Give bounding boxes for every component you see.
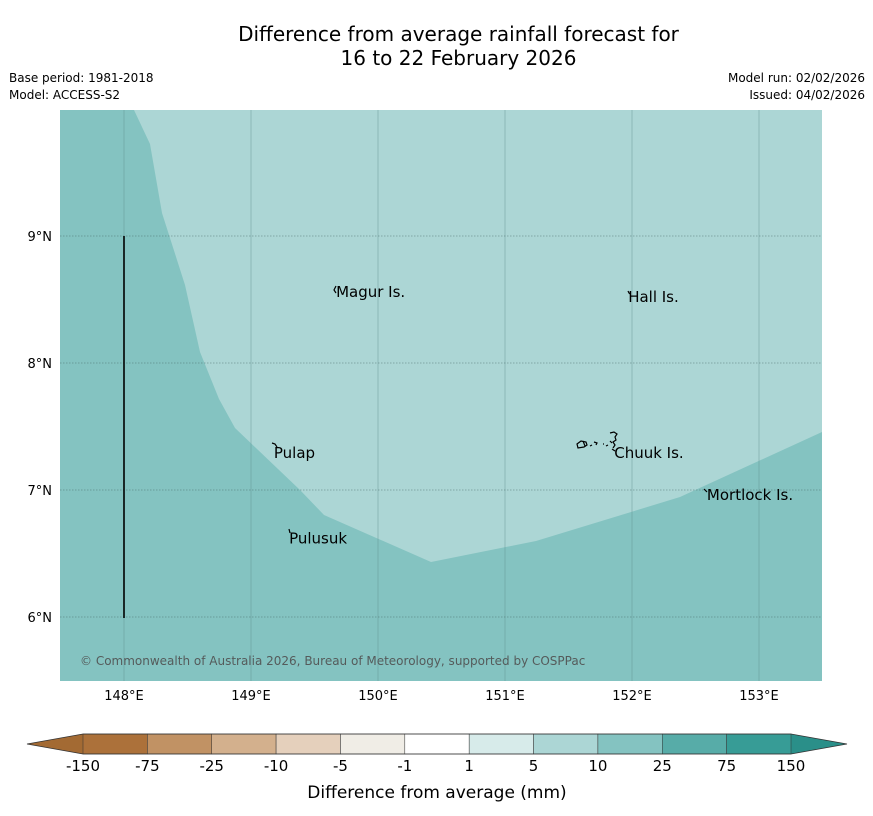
magur-island-mark bbox=[333, 285, 337, 294]
colorbar-tick-label: -75 bbox=[135, 757, 160, 775]
colorbar-title: Difference from average (mm) bbox=[307, 783, 566, 803]
colorbar-under-arrow bbox=[27, 734, 83, 754]
meta-left: Base period: 1981-2018 Model: ACCESS-S2 bbox=[9, 70, 154, 104]
latitude-tick-label: 9°N bbox=[28, 230, 53, 245]
place-labels: Magur Is. Hall Is. Pulap Chuuk Is. Mortlock … bbox=[274, 283, 793, 547]
forecast-zone-mid bbox=[134, 110, 822, 562]
longitude-tick-label: 152°E bbox=[612, 689, 652, 704]
colorbar-segment bbox=[340, 733, 406, 755]
colorbar-tick-label: -150 bbox=[66, 757, 100, 775]
chart-title: Difference from average rainfall forecas… bbox=[0, 22, 873, 70]
colorbar-segment bbox=[404, 733, 470, 755]
colorbar-tick-labels: -150 -75 -25 -10 -5 -1 1 5 10 25 75 150 bbox=[66, 757, 805, 775]
colorbar: -150 -75 -25 -10 -5 -1 1 5 10 25 75 150 Difference … bbox=[26, 733, 848, 803]
colorbar-segment bbox=[597, 733, 663, 755]
colorbar-segment bbox=[468, 733, 534, 755]
issued-text: Issued: 04/02/2026 bbox=[749, 88, 865, 102]
colorbar-tick-label: 25 bbox=[653, 757, 672, 775]
hall-island-mark bbox=[627, 290, 631, 295]
place-label: Chuuk Is. bbox=[614, 444, 683, 462]
title-line-1: Difference from average rainfall forecas… bbox=[238, 22, 679, 46]
colorbar-tick-label: 75 bbox=[717, 757, 736, 775]
colorbar-segment bbox=[147, 733, 212, 755]
copyright-text: © Commonwealth of Australia 2026, Bureau… bbox=[80, 654, 585, 668]
model-text: Model: ACCESS-S2 bbox=[9, 88, 121, 102]
latitude-tick-label: 8°N bbox=[28, 357, 53, 372]
colorbar-segments bbox=[82, 733, 792, 755]
colorbar-tick-label: -1 bbox=[397, 757, 412, 775]
colorbar-segment bbox=[82, 733, 148, 755]
longitude-tick-label: 149°E bbox=[231, 689, 271, 704]
map-area: Magur Is. Hall Is. Pulap Chuuk Is. Mortlock … bbox=[60, 110, 822, 681]
place-label: Hall Is. bbox=[628, 288, 679, 306]
base-period-text: Base period: 1981-2018 bbox=[9, 71, 154, 85]
colorbar-segment bbox=[662, 733, 727, 755]
mortlock-island-mark bbox=[703, 488, 708, 493]
latitude-tick-label: 6°N bbox=[28, 611, 53, 626]
colorbar-tick-label: 150 bbox=[777, 757, 806, 775]
colorbar-tick-label: -10 bbox=[264, 757, 289, 775]
place-label: Magur Is. bbox=[336, 283, 405, 301]
longitude-ticks: 148°E 149°E 150°E 151°E 152°E 153°E bbox=[104, 689, 779, 704]
colorbar-segment bbox=[211, 733, 277, 755]
title-line-2: 16 to 22 February 2026 bbox=[340, 46, 577, 70]
pulap-island-mark bbox=[271, 442, 278, 448]
colorbar-tick-label: -5 bbox=[333, 757, 348, 775]
longitude-tick-label: 150°E bbox=[358, 689, 398, 704]
meta-right: Model run: 02/02/2026 Issued: 04/02/2026 bbox=[728, 70, 865, 104]
colorbar-over-arrow bbox=[791, 734, 847, 754]
latitude-tick-label: 7°N bbox=[28, 484, 53, 499]
colorbar-segment bbox=[533, 733, 599, 755]
place-label: Pulusuk bbox=[289, 529, 347, 547]
colorbar-tick-label: 5 bbox=[529, 757, 539, 775]
colorbar-tick-label: 1 bbox=[464, 757, 474, 775]
place-label: Pulap bbox=[274, 444, 315, 462]
longitude-tick-label: 151°E bbox=[485, 689, 525, 704]
chuuk-lagoon-mark bbox=[576, 431, 618, 452]
colorbar-segment bbox=[275, 733, 341, 755]
island-marks bbox=[271, 285, 708, 534]
colorbar-segment bbox=[726, 733, 792, 755]
longitude-tick-label: 153°E bbox=[739, 689, 779, 704]
colorbar-tick-label: -25 bbox=[199, 757, 224, 775]
place-label: Mortlock Is. bbox=[707, 486, 793, 504]
longitude-tick-label: 148°E bbox=[104, 689, 144, 704]
colorbar-outline bbox=[26, 733, 848, 755]
colorbar-tick-label: 10 bbox=[588, 757, 607, 775]
latitude-ticks: 9°N 8°N 7°N 6°N bbox=[28, 230, 53, 626]
model-run-text: Model run: 02/02/2026 bbox=[727, 71, 865, 85]
pulusuk-island-mark bbox=[288, 528, 291, 534]
